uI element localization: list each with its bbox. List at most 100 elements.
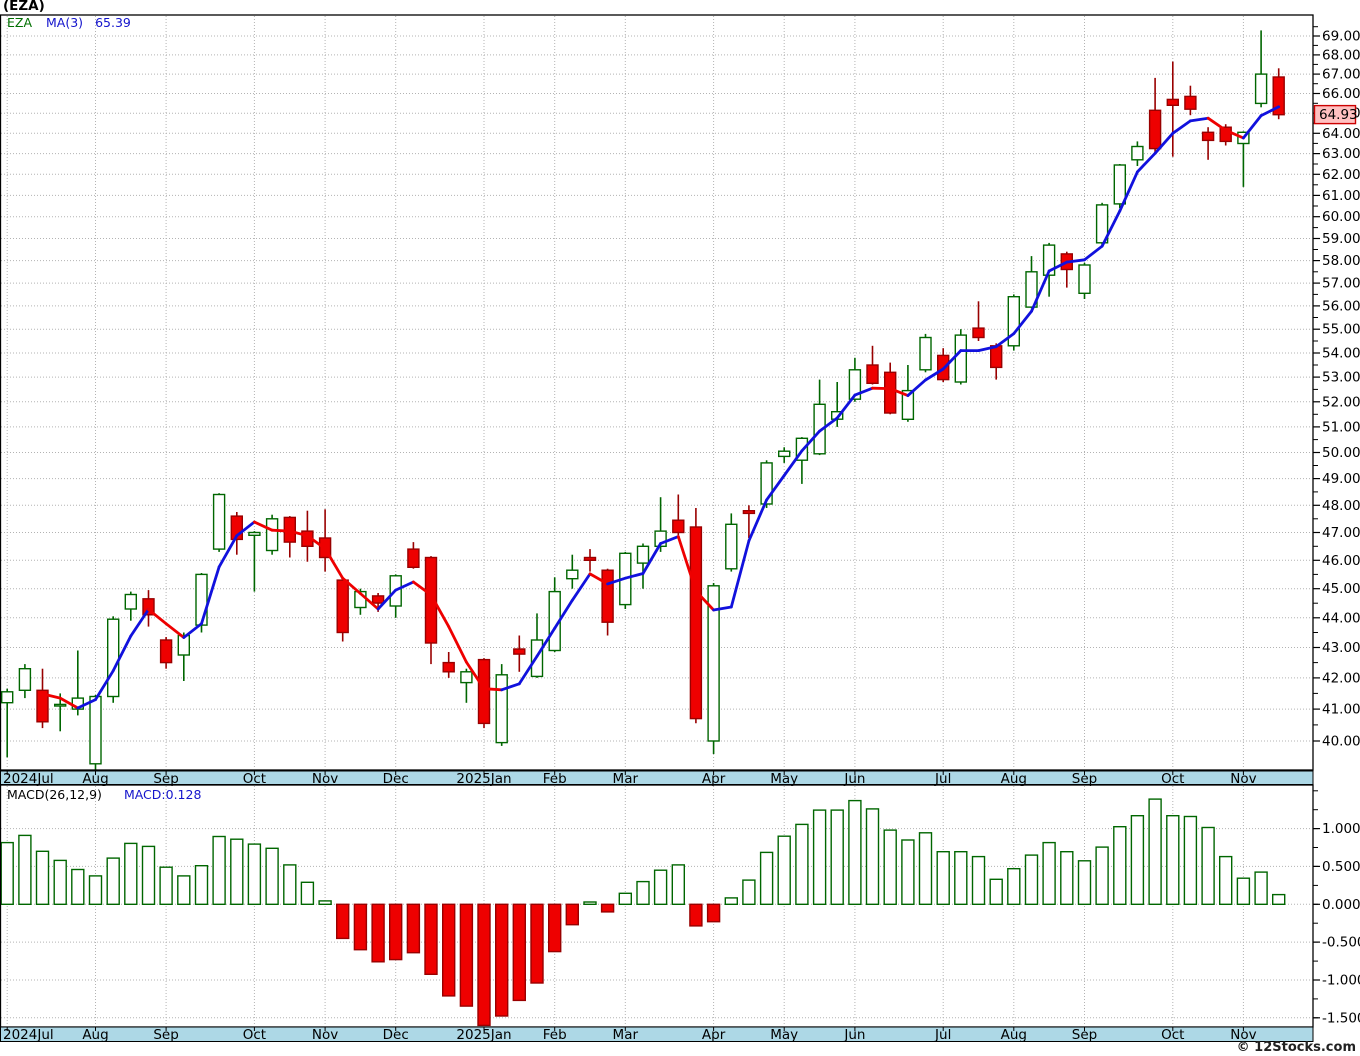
candlestick-up xyxy=(460,671,473,684)
ma-line-segment xyxy=(411,580,433,597)
macd-bar-positive xyxy=(865,808,880,906)
macd-bar-positive xyxy=(35,850,50,905)
candlestick-down xyxy=(1272,76,1285,116)
month-label: May xyxy=(770,771,798,787)
macd-axis-label: -0.500 xyxy=(1322,935,1360,951)
ma-line-segment xyxy=(1224,128,1245,140)
macd-bar-positive xyxy=(954,851,968,906)
ma-line-segment xyxy=(1030,269,1051,313)
price-axis-label: 67.00 xyxy=(1322,67,1360,83)
candlestick-up xyxy=(760,462,773,505)
candlestick-up xyxy=(1025,271,1038,308)
candlestick-down xyxy=(972,327,985,339)
month-label: Jul xyxy=(934,1027,951,1043)
ma-line-segment xyxy=(147,608,168,626)
ma-line-segment xyxy=(994,332,1016,349)
macd-bar-positive xyxy=(618,892,632,905)
month-label: Nov xyxy=(1230,771,1256,787)
macd-bar-positive xyxy=(106,857,120,905)
price-axis-label: 63.00 xyxy=(1322,146,1360,162)
price-axis-label: 56.00 xyxy=(1322,298,1360,314)
ma-line-segment xyxy=(358,592,380,611)
legend-ma-value: 65.39 xyxy=(95,15,131,30)
candlestick-down xyxy=(742,510,756,515)
ma-line-segment xyxy=(500,682,521,692)
ma-line-segment xyxy=(182,622,203,639)
macd-bar-positive xyxy=(759,851,774,906)
ma-line-segment xyxy=(1206,116,1228,132)
macd-bar-positive xyxy=(1077,860,1092,905)
month-label: May xyxy=(770,1027,798,1043)
macd-bar-positive xyxy=(901,839,915,906)
macd-axis-label: 0.000 xyxy=(1322,897,1360,913)
macd-bar-negative xyxy=(406,903,421,954)
ma-line-segment xyxy=(1189,116,1210,123)
macd-bar-positive xyxy=(1024,854,1039,905)
month-label: Apr xyxy=(702,771,726,787)
price-legend: EZA MA(3) 65.39 xyxy=(7,15,131,30)
price-axis-label: 53.00 xyxy=(1322,370,1360,386)
macd-bar-negative xyxy=(512,903,526,1002)
candlestick-down xyxy=(884,371,897,414)
ma-line-segment xyxy=(729,539,751,609)
ma-line-segment xyxy=(164,622,186,639)
ma-line-segment xyxy=(217,534,239,569)
ma-line-segment xyxy=(1065,258,1086,264)
grid-horizontal-lines xyxy=(1,35,1312,1019)
ma-line-segment xyxy=(1118,170,1139,213)
macd-bar-positive xyxy=(795,823,809,906)
ma-line-segment xyxy=(977,345,998,353)
ma-line-segment xyxy=(570,572,592,602)
month-label: Oct xyxy=(1161,1027,1184,1043)
ma-line-segment xyxy=(835,393,857,420)
ma-line-segment xyxy=(129,608,150,638)
candlestick-down xyxy=(407,548,420,568)
macd-bar-positive xyxy=(671,864,685,906)
month-label: Sep xyxy=(153,771,178,787)
macd-axis-label: -1.000 xyxy=(1322,973,1360,989)
macd-bar-positive xyxy=(53,859,67,906)
price-axis-label: 42.00 xyxy=(1322,670,1360,686)
macd-bar-negative xyxy=(442,903,456,997)
macd-bar-positive xyxy=(583,901,597,905)
macd-bar-positive xyxy=(1042,841,1056,905)
ma-line-segment xyxy=(1100,209,1122,248)
price-axis-label: 55.00 xyxy=(1322,322,1360,338)
macd-bar-negative xyxy=(600,903,615,913)
macd-bar-negative xyxy=(424,903,438,975)
macd-bar-positive xyxy=(230,838,244,906)
candlestick-up xyxy=(954,334,967,383)
ma-line-segment xyxy=(252,520,274,532)
month-label: Mar xyxy=(613,1027,639,1043)
ma-line-segment xyxy=(623,572,645,580)
ma-line-segment xyxy=(888,387,910,398)
macd-bar-positive xyxy=(724,897,738,906)
candlestick-down xyxy=(477,658,491,725)
candlestick-down xyxy=(371,595,385,604)
candlestick-down xyxy=(424,556,438,644)
macd-bar-positive xyxy=(918,832,933,905)
candlestick-up xyxy=(177,634,191,656)
candlestick-up xyxy=(707,585,720,742)
ma-line-segment xyxy=(659,535,680,545)
ma-line-segment xyxy=(482,687,504,692)
ma-line-segment xyxy=(694,589,715,612)
candlestick-up xyxy=(248,531,261,536)
candlestick-up xyxy=(566,569,579,580)
candlestick-up xyxy=(1,691,14,704)
ma-line-segment xyxy=(606,576,627,586)
macd-bar-positive xyxy=(141,845,156,906)
macd-bar-negative xyxy=(371,903,385,963)
macd-bar-positive xyxy=(124,842,138,906)
macd-bar-positive xyxy=(653,869,668,906)
macd-bar-positive xyxy=(1007,868,1021,906)
price-axis-label: 54.00 xyxy=(1322,346,1360,362)
month-label: Sep xyxy=(1072,1027,1097,1043)
macd-bar-positive xyxy=(777,835,791,906)
grid-vertical-lines xyxy=(6,16,1244,1026)
macd-bar-positive xyxy=(1218,855,1233,905)
price-panel-border xyxy=(0,14,1314,771)
candlestick-down xyxy=(866,364,879,384)
ma-line-segment xyxy=(941,349,963,371)
candlestick-down xyxy=(36,689,49,723)
